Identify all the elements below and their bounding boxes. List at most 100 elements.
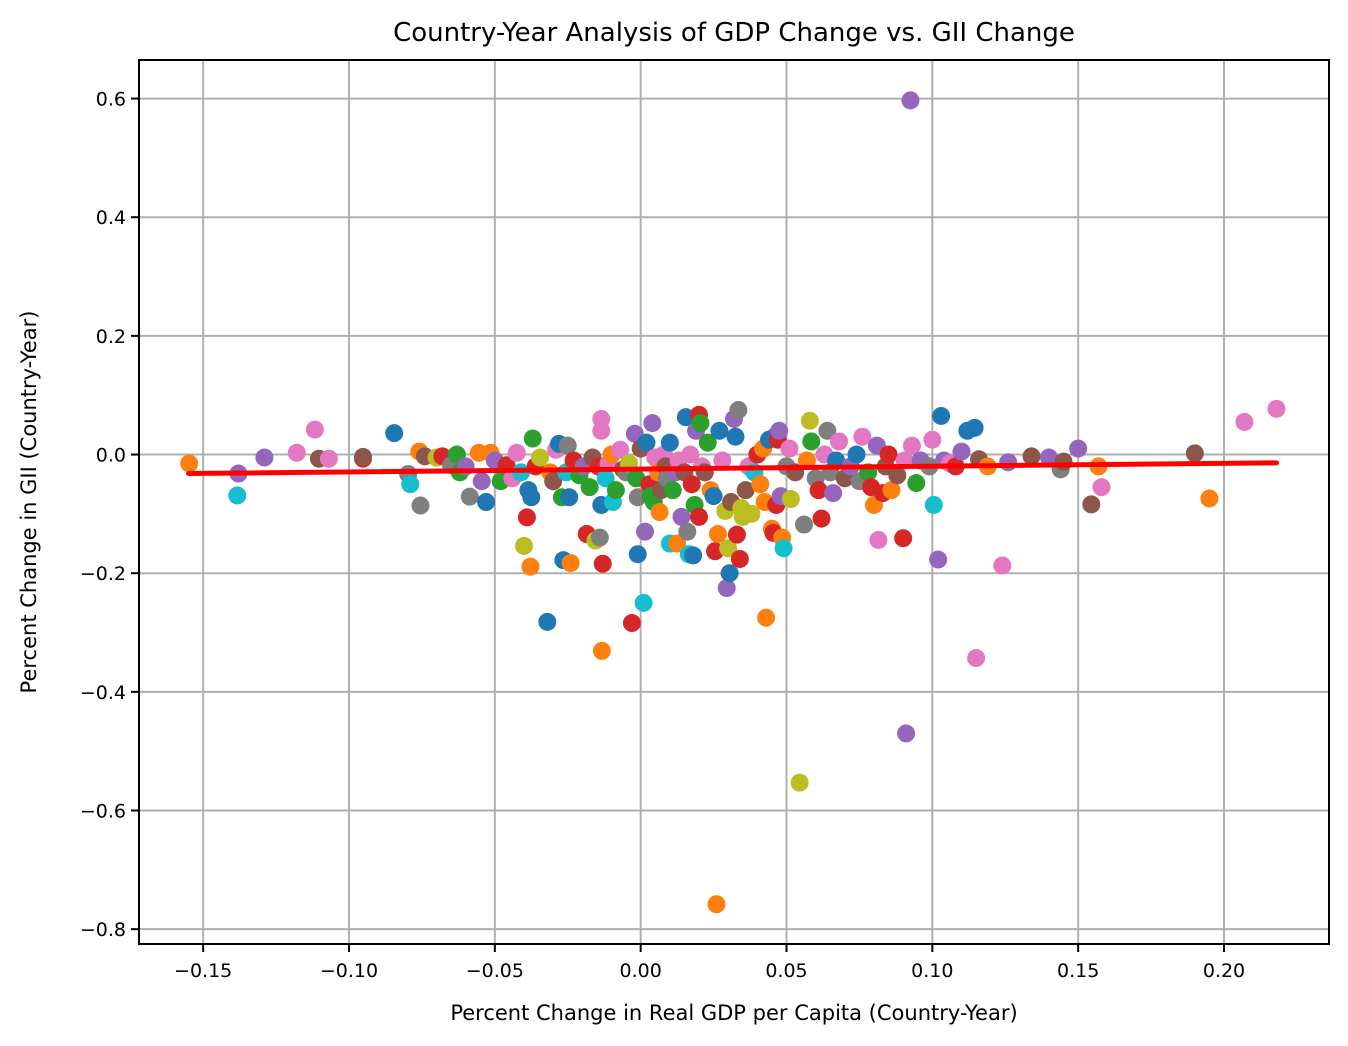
data-point	[523, 429, 542, 448]
data-point	[522, 488, 541, 507]
plot-frame	[138, 59, 1330, 945]
data-point	[902, 436, 921, 455]
data-point	[781, 490, 800, 509]
y-tick-label: 0.6	[96, 89, 126, 111]
x-tick-label: −0.15	[174, 960, 232, 982]
data-point	[287, 443, 306, 462]
data-point	[517, 508, 536, 527]
data-point	[708, 525, 727, 544]
data-point	[1069, 439, 1088, 458]
data-point	[634, 593, 653, 612]
data-point	[795, 515, 813, 534]
x-tick-label: 0.15	[1057, 960, 1099, 982]
data-point	[726, 427, 745, 446]
data-point	[812, 509, 831, 528]
data-point	[999, 453, 1018, 472]
data-point	[507, 443, 526, 462]
data-point	[736, 481, 755, 500]
data-point	[809, 481, 828, 500]
data-point	[742, 504, 761, 523]
data-point	[774, 539, 793, 558]
data-point	[606, 481, 625, 500]
y-tick-label: 0.4	[96, 207, 126, 229]
data-point	[888, 466, 907, 485]
data-point	[460, 487, 479, 506]
data-point	[790, 773, 809, 792]
data-point	[636, 522, 655, 541]
data-point	[770, 421, 789, 440]
data-point	[682, 475, 701, 494]
y-tick-label: −0.2	[80, 563, 126, 585]
data-point	[560, 488, 579, 507]
data-point	[411, 496, 430, 515]
x-tick-label: 0.05	[765, 960, 807, 982]
x-tick-label: 0.20	[1203, 960, 1245, 982]
data-point	[650, 503, 669, 522]
trend-line	[186, 460, 1279, 477]
data-point	[561, 554, 580, 573]
data-point	[538, 612, 557, 631]
chart-title: Country-Year Analysis of GDP Change vs. …	[393, 18, 1075, 48]
y-tick-label: 0.0	[96, 445, 126, 467]
data-point	[472, 472, 491, 491]
data-point	[531, 448, 550, 467]
data-point	[593, 554, 612, 573]
data-point	[879, 445, 898, 464]
x-tick-label: −0.10	[320, 960, 378, 982]
data-point	[780, 439, 799, 458]
data-point	[1185, 444, 1204, 463]
data-point	[923, 430, 942, 449]
data-point	[800, 411, 819, 430]
data-point	[710, 421, 729, 440]
data-point	[385, 424, 404, 443]
data-point	[558, 436, 577, 455]
ticks-layer: −0.15 −0.10 −0.05 0.00 0.05 0.10 0.15 0.20 0.6 0.…	[80, 89, 1245, 982]
data-point	[713, 451, 732, 470]
data-point	[897, 724, 916, 743]
data-point	[1040, 448, 1058, 467]
data-point	[818, 421, 837, 440]
data-point	[907, 474, 926, 493]
data-point	[901, 91, 920, 110]
x-axis-label: Percent Change in Real GDP per Capita (C…	[450, 1001, 1017, 1025]
data-point	[354, 447, 372, 466]
data-point	[932, 406, 951, 425]
x-tick-label: −0.05	[466, 960, 524, 982]
data-point	[847, 445, 866, 464]
x-tick-label: 0.10	[911, 960, 953, 982]
data-point	[668, 534, 687, 553]
data-point	[993, 556, 1012, 575]
data-point	[319, 449, 338, 468]
data-point	[228, 486, 247, 505]
y-tick-label: −0.8	[80, 919, 126, 941]
data-point	[611, 440, 630, 459]
data-point	[401, 475, 420, 494]
data-point	[729, 401, 748, 420]
x-tick-label: 0.00	[620, 960, 662, 982]
data-point	[180, 454, 199, 473]
data-point	[590, 528, 609, 547]
data-point	[592, 421, 611, 440]
y-tick-label: −0.6	[80, 801, 126, 823]
data-point	[717, 579, 736, 598]
data-point	[622, 614, 641, 633]
data-point	[477, 493, 496, 511]
data-point	[707, 895, 726, 914]
data-point	[643, 414, 662, 433]
data-point	[894, 529, 913, 548]
data-point	[698, 433, 717, 452]
data-point	[596, 469, 615, 488]
data-point	[660, 433, 679, 452]
data-point	[255, 448, 274, 467]
data-point	[1092, 478, 1111, 497]
data-point	[690, 507, 708, 526]
data-point	[515, 536, 533, 555]
y-axis-label: Percent Change in GII (Country-Year)	[17, 311, 41, 694]
data-point	[719, 539, 738, 558]
data-point	[684, 546, 703, 565]
data-point	[305, 420, 324, 439]
data-point	[882, 481, 901, 500]
data-point	[952, 442, 971, 461]
data-point	[1054, 452, 1073, 471]
trend-layer	[186, 460, 1279, 477]
